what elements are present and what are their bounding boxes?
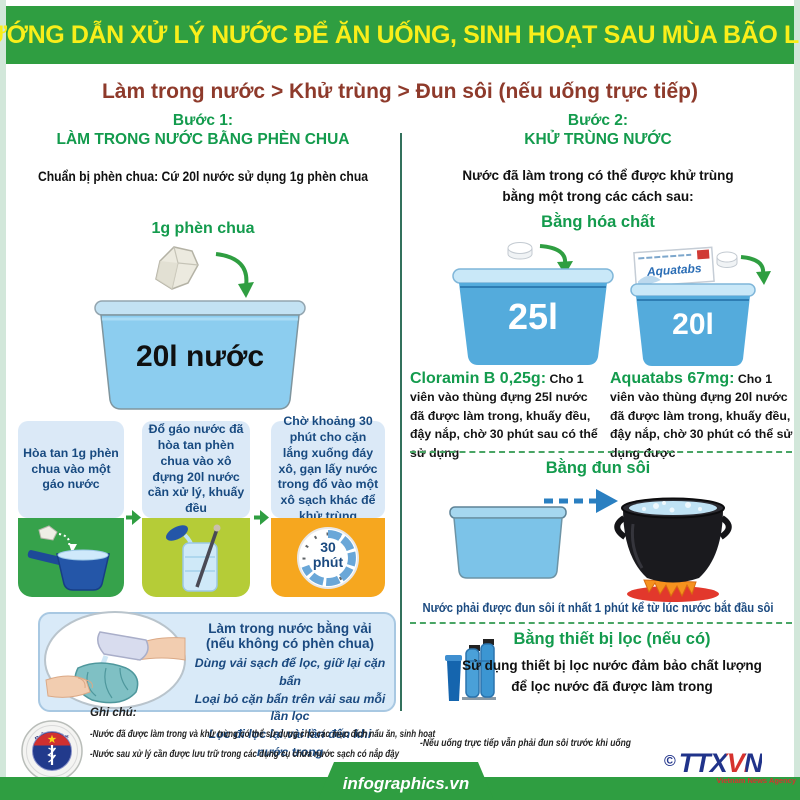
vna-logo-subtext: Vietnam News Agency	[716, 776, 796, 785]
clock-unit: phút	[312, 553, 344, 570]
bucket-stir-icon	[166, 524, 221, 592]
drop-arrow-icon	[215, 252, 254, 298]
card3-illustration-panel: 30 phút	[271, 518, 385, 597]
step-arrow-icon	[126, 510, 141, 525]
note-line: -Nước đã được làm trong và khử trùng có …	[90, 729, 436, 740]
card2-illustration-panel	[142, 518, 250, 597]
step2-title: KHỬ TRÙNG NƯỚC	[524, 131, 672, 148]
tablet-icon	[507, 242, 533, 260]
cloth-title-line2: (nếu không có phèn chua)	[206, 636, 374, 651]
card1-illustration-panel	[18, 518, 124, 597]
step2-label: Bước 2:	[567, 112, 629, 129]
ministry-of-health-logo: BỘ Y TẾ MINISTRY OF HEALTH	[21, 720, 83, 782]
copyright-icon: ©	[664, 753, 676, 770]
dashed-arrow-icon	[544, 489, 618, 513]
cloramin-name: Cloramin B 0,25g:	[410, 370, 547, 387]
tub-25l	[452, 268, 614, 365]
card1-text: Hòa tan 1g phèn chua vào một gáo nước	[18, 421, 124, 518]
alum-prep-text: Chuẩn bị phèn chua: Cứ 20l nước sử dụng …	[37, 169, 369, 184]
cloramin-text: Cho 1 viên vào thùng đựng 25l nước đã đư…	[410, 372, 598, 460]
note-line: -Nước sau xử lý cần được lưu trữ trong c…	[90, 749, 400, 760]
dashed-separator	[410, 622, 792, 624]
alum-crystal-icon	[155, 246, 199, 290]
cloth-title-line1: Làm trong nước bằng vải	[208, 621, 372, 636]
alum-quantity-label: 1g phèn chua	[151, 220, 255, 237]
cloth-filter-box: Làm trong nước bằng vải (nếu không có ph…	[38, 611, 396, 759]
cloth-note-line: Lọc đi lọc lại vài lần đến khi nước tron…	[208, 727, 372, 760]
drop-arrow-icon	[539, 244, 573, 275]
cloth-filter-text: Làm trong nước bằng vải (nếu không có ph…	[192, 621, 388, 762]
aquatabs-package-label: Aquatabs	[645, 261, 702, 279]
step-arrow-icon	[254, 510, 269, 525]
disinfect-intro-line1: Nước đã làm trong có thể được khử trùng	[462, 168, 734, 183]
clock-30min-icon	[297, 526, 359, 589]
disinfect-intro-line2: bằng một trong các cách sau:	[502, 189, 694, 204]
aquatabs-text: Cho 1 viên vào thùng đựng 20l nước đã đư…	[610, 372, 793, 460]
cloth-filter-illustration	[44, 611, 186, 709]
header-banner: HƯỚNG DẪN XỬ LÝ NƯỚC ĐỂ ĂN UỐNG, SINH HO…	[0, 6, 800, 64]
water-tub-20l	[94, 300, 306, 410]
left-edge-strip	[0, 0, 6, 800]
footer-bar-bump: infographics.vn	[318, 762, 494, 800]
note-right: -Nếu uống trực tiếp vẫn phải đun sôi trư…	[420, 738, 631, 749]
filter-note-line1: Sử dụng thiết bị lọc nước đảm bảo chất l…	[462, 658, 762, 673]
vna-logo: © TTXVN Vietnam News Agency	[664, 748, 796, 785]
tablet-icon	[716, 251, 738, 268]
right-edge-strip	[794, 0, 800, 800]
dashed-separator	[410, 451, 792, 453]
vna-logo-text: TTXVN	[678, 748, 764, 778]
card3-text: Chờ khoảng 30 phút cho cặn lắng xuống đá…	[271, 414, 385, 523]
tub-20l-label: 20l	[672, 308, 714, 341]
column-divider	[400, 133, 402, 711]
water-filter-device-icon	[445, 639, 496, 701]
drop-arrow-icon	[740, 255, 771, 285]
aquatabs-instructions: Aquatabs 67mg: Cho 1 viên vào thùng đựng…	[610, 370, 794, 462]
filter-note-line2: để lọc nước đã được làm trong	[511, 679, 713, 694]
website-label: infographics.vn	[342, 774, 470, 793]
step1-label: Bước 1:	[172, 112, 234, 129]
boil-note: Nước phải được đun sôi ít nhất 1 phút kể…	[422, 601, 774, 615]
cloramin-instructions: Cloramin B 0,25g: Cho 1 viên vào thùng đ…	[410, 370, 602, 462]
boil-tub	[449, 506, 567, 579]
cloth-note-line: Loại bỏ cặn bẩn trên vải sau mỗi lần lọc	[194, 691, 386, 724]
page-title: HƯỚNG DẪN XỬ LÝ NƯỚC ĐỂ ĂN UỐNG, SINH HO…	[0, 20, 800, 49]
clock-label: 30 phút	[296, 538, 360, 571]
card2-text: Đổ gáo nước đã hòa tan phèn chua vào xô …	[142, 421, 250, 518]
aquatabs-package: Aquatabs	[633, 246, 715, 288]
boil-section-title: Bằng đun sôi	[545, 459, 651, 477]
tub-volume-label: 20l nước	[135, 340, 265, 373]
step1-title: LÀM TRONG NƯỚC BẰNG PHÈN CHUA	[56, 131, 350, 148]
notes-title: Ghi chú:	[90, 707, 137, 719]
filter-section-title: Bằng thiết bị lọc (nếu có)	[513, 630, 711, 648]
aquatabs-name: Aquatabs 67mg:	[610, 370, 735, 387]
clock-value: 30	[320, 538, 336, 555]
tub-20l	[630, 283, 756, 366]
dipper-icon	[27, 524, 110, 591]
process-flow-subtitle: Làm trong nước > Khử trùng > Đun sôi (nế…	[101, 80, 699, 103]
boiling-pot-icon	[614, 497, 732, 602]
tub-25l-label: 25l	[507, 296, 559, 337]
chemical-section-title: Bằng hóa chất	[541, 213, 655, 231]
cloth-note-line: Dùng vải sạch để lọc, giữ lại cặn bẩn	[194, 656, 386, 688]
